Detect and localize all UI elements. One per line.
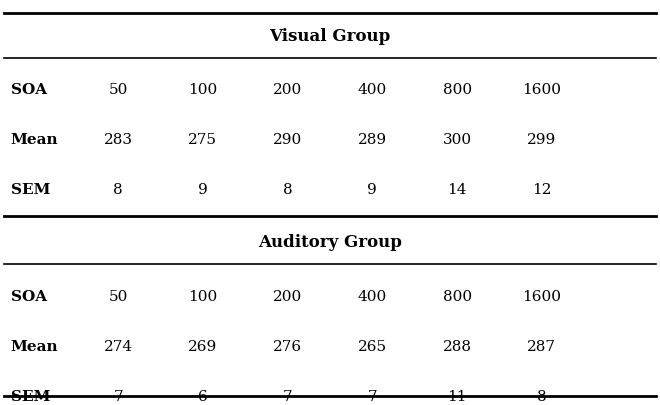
Text: Mean: Mean [11, 339, 58, 353]
Text: 8: 8 [537, 389, 546, 403]
Text: 287: 287 [527, 339, 556, 353]
Text: 7: 7 [368, 389, 377, 403]
Text: 289: 289 [358, 133, 387, 147]
Text: 50: 50 [108, 289, 128, 303]
Text: 269: 269 [188, 339, 218, 353]
Text: 200: 200 [273, 289, 302, 303]
Text: 800: 800 [442, 289, 472, 303]
Text: 8: 8 [114, 182, 123, 196]
Text: 11: 11 [447, 389, 467, 403]
Text: 6: 6 [198, 389, 208, 403]
Text: 9: 9 [198, 182, 208, 196]
Text: 7: 7 [283, 389, 292, 403]
Text: 1600: 1600 [522, 289, 561, 303]
Text: 400: 400 [358, 83, 387, 97]
Text: 14: 14 [447, 182, 467, 196]
Text: SEM: SEM [11, 389, 50, 403]
Text: SOA: SOA [11, 83, 47, 97]
Text: 800: 800 [442, 83, 472, 97]
Text: 100: 100 [188, 83, 218, 97]
Text: 400: 400 [358, 289, 387, 303]
Text: 50: 50 [108, 83, 128, 97]
Text: 100: 100 [188, 289, 218, 303]
Text: 274: 274 [104, 339, 133, 353]
Text: SOA: SOA [11, 289, 47, 303]
Text: SEM: SEM [11, 182, 50, 196]
Text: Mean: Mean [11, 133, 58, 147]
Text: 288: 288 [443, 339, 472, 353]
Text: 290: 290 [273, 133, 302, 147]
Text: 265: 265 [358, 339, 387, 353]
Text: 1600: 1600 [522, 83, 561, 97]
Text: 7: 7 [114, 389, 123, 403]
Text: 8: 8 [283, 182, 292, 196]
Text: 300: 300 [442, 133, 472, 147]
Text: 283: 283 [104, 133, 133, 147]
Text: Auditory Group: Auditory Group [258, 233, 402, 250]
Text: 9: 9 [368, 182, 378, 196]
Text: 275: 275 [188, 133, 217, 147]
Text: 276: 276 [273, 339, 302, 353]
Text: 299: 299 [527, 133, 556, 147]
Text: 200: 200 [273, 83, 302, 97]
Text: 12: 12 [532, 182, 552, 196]
Text: Visual Group: Visual Group [269, 28, 391, 45]
